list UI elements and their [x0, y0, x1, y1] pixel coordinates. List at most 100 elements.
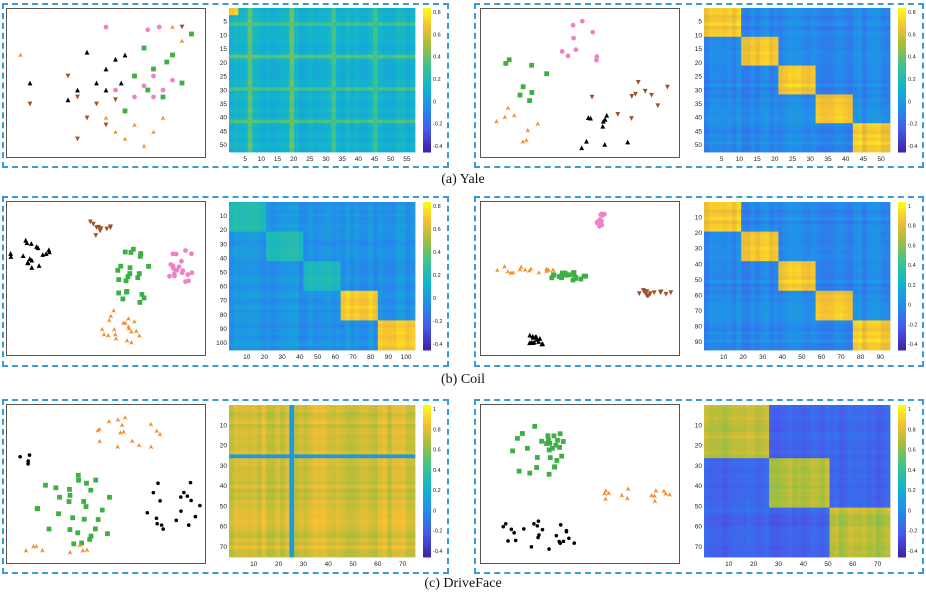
heatmap-cell [852, 11, 858, 16]
heatmap-cell [401, 116, 407, 120]
heatmap-cell [303, 202, 309, 207]
heatmap-cell [731, 51, 737, 56]
heatmap-cell [298, 264, 304, 269]
scatter-point [189, 251, 194, 257]
heatmap-cell [824, 33, 830, 38]
heatmap-cell [759, 134, 765, 138]
heatmap-cell [843, 83, 849, 88]
heatmap-cell [270, 47, 276, 52]
heatmap-cell [340, 246, 346, 251]
heatmap-cell [247, 69, 253, 74]
heatmap-cell [229, 116, 235, 120]
heatmap-cell [871, 65, 877, 70]
heatmap-cell [382, 309, 388, 314]
heatmap-cell [876, 54, 882, 59]
heatmap-cell [280, 134, 286, 138]
scatter-point [173, 251, 179, 257]
heatmap-cell [308, 216, 314, 221]
heatmap-cell [256, 209, 262, 214]
colorbar-segment [898, 13, 906, 18]
heatmap-cell [242, 119, 248, 124]
heatmap-cell [382, 144, 388, 149]
heatmap-cell [312, 123, 318, 128]
heatmap-cell [345, 141, 351, 146]
heatmap-cell [401, 26, 407, 30]
heatmap-cell [335, 54, 341, 59]
heatmap-cell [806, 83, 812, 88]
heatmap-cell [405, 224, 411, 229]
scatter-point [567, 536, 571, 541]
heatmap-cell [261, 209, 267, 214]
heatmap-cell [363, 98, 369, 102]
heatmap-cell [387, 58, 393, 63]
heatmap-cell [778, 98, 784, 102]
heatmap-cell [405, 11, 411, 16]
heatmap-cell [252, 290, 258, 295]
heatmap-cell [340, 261, 346, 266]
heatmap-cell [382, 137, 388, 142]
heatmap-cell [354, 29, 360, 34]
heatmap-cell [331, 224, 337, 229]
heatmap-cell [331, 213, 337, 218]
heatmap-cell [359, 69, 365, 74]
heatmap-cell [284, 272, 290, 277]
heatmap-cell [252, 209, 258, 214]
heatmap-cell [289, 130, 295, 135]
heatmap-cell [363, 58, 369, 63]
heatmap-cell [252, 309, 258, 314]
heatmap-cell [368, 112, 374, 117]
heatmap-cell [229, 235, 235, 240]
scatter-point [87, 219, 93, 225]
heatmap-cell [391, 33, 397, 38]
heatmap-cell [759, 76, 765, 81]
heatmap-cell [382, 235, 388, 240]
scatter-point [119, 422, 125, 428]
heatmap-cell [824, 141, 830, 146]
heatmap-cell [410, 80, 416, 84]
heatmap-cell [857, 18, 863, 23]
heatmap-cell [405, 98, 411, 102]
heatmap-cell [843, 54, 849, 59]
heatmap-cell [810, 72, 816, 77]
heatmap-cell [312, 51, 318, 56]
heatmap-cell [317, 72, 323, 77]
heatmap-cell [303, 126, 309, 131]
heatmap-cell [275, 105, 281, 110]
heatmap-cell [238, 213, 244, 218]
heatmap-cell [275, 8, 281, 12]
heatmap-cell [373, 119, 379, 124]
heatmap-cell [363, 239, 369, 244]
heatmap-cell [764, 98, 770, 102]
heatmap-cell [736, 36, 742, 41]
colorbar-segment [423, 126, 431, 130]
heatmap-cell [741, 80, 747, 84]
heatmap-cell [326, 148, 332, 153]
heatmap-cell [312, 144, 318, 149]
heatmap-cell [275, 116, 281, 120]
heatmap-cell [848, 62, 854, 66]
heatmap-cell [391, 11, 397, 16]
heatmap-cell [829, 141, 835, 146]
heatmap-cell [345, 242, 351, 247]
heatmap-cell [759, 144, 765, 149]
heatmap-cell [401, 76, 407, 81]
heatmap-cell [368, 33, 374, 38]
heatmap-cell [242, 287, 248, 292]
heatmap-cell [857, 65, 863, 70]
heatmap-cell [778, 44, 784, 48]
heatmap-cell [769, 130, 775, 135]
scatter-point [651, 290, 657, 296]
heatmap-cell [722, 94, 728, 99]
heatmap-cell [848, 36, 854, 41]
heatmap-cell [727, 134, 733, 138]
heatmap-cell [843, 29, 849, 34]
heatmap-cell [387, 40, 393, 45]
heatmap-cell [266, 54, 272, 59]
heatmap-cell [317, 261, 323, 266]
heatmap-cell [335, 36, 341, 41]
heatmap-cell [745, 144, 751, 149]
heatmap-cell [363, 134, 369, 138]
scatter-point [602, 141, 608, 147]
scatter-point [154, 516, 159, 521]
heatmap-cell [266, 148, 272, 153]
